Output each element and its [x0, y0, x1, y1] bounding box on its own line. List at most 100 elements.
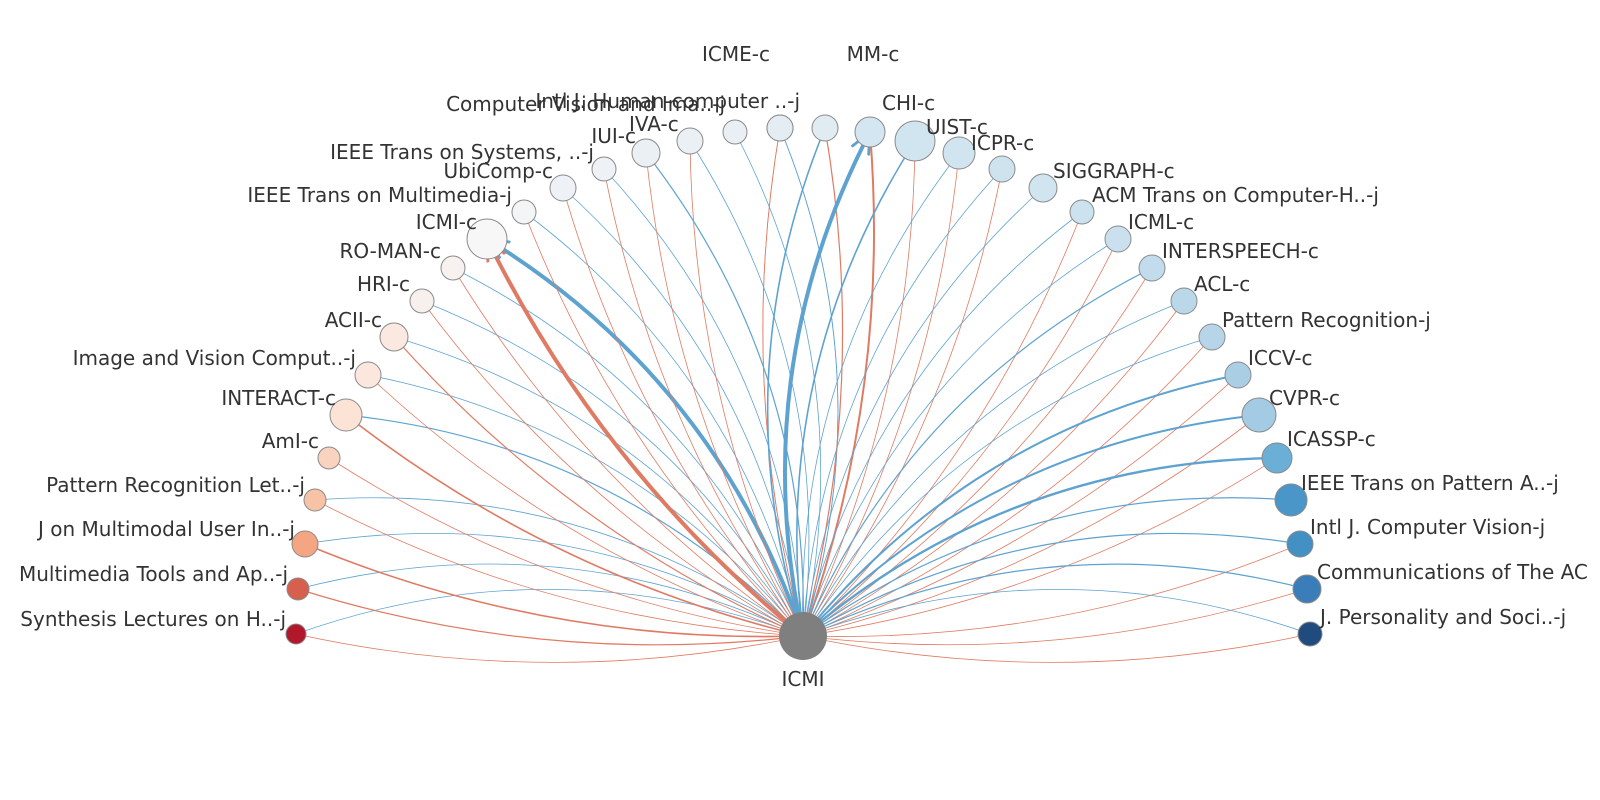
- venue-node-circle[interactable]: [1028, 173, 1058, 203]
- edge-cited-32: [802, 458, 1277, 637]
- venue-node-circle[interactable]: [409, 288, 435, 314]
- venue-node-circle[interactable]: [511, 199, 537, 225]
- venue-node-4[interactable]: AmI-c: [262, 429, 341, 470]
- venue-node-circle[interactable]: [354, 361, 382, 389]
- venue-node-circle[interactable]: [1297, 621, 1323, 647]
- venue-node-circle[interactable]: [942, 136, 976, 170]
- edge-cited-2: [305, 533, 804, 637]
- venue-node-circle[interactable]: [317, 446, 341, 470]
- venue-node-label: IEEE Trans on Pattern A..-j: [1301, 471, 1559, 495]
- venue-node-7[interactable]: ACII-c: [325, 308, 409, 352]
- venue-node-36[interactable]: J. Personality and Soci..-j: [1297, 605, 1566, 647]
- venue-node-13[interactable]: IEEE Trans on Systems, ..-j: [330, 140, 617, 182]
- venue-node-11[interactable]: IEEE Trans on Multimedia-j: [247, 183, 537, 225]
- venue-node-circle[interactable]: [549, 174, 577, 202]
- venue-node-29[interactable]: Pattern Recognition-j: [1198, 308, 1431, 351]
- venue-node-24[interactable]: SIGGRAPH-c: [1028, 159, 1175, 203]
- venue-node-10[interactable]: ICMI-c: [416, 210, 508, 260]
- venue-node-8[interactable]: HRI-c: [357, 272, 435, 314]
- venue-node-circle[interactable]: [722, 119, 748, 145]
- venue-node-26[interactable]: ICML-c: [1104, 210, 1194, 253]
- center-node-label: ICMI: [781, 667, 824, 691]
- venue-node-circle[interactable]: [676, 127, 704, 155]
- venue-node-35[interactable]: Communications of The AC: [1292, 560, 1588, 604]
- venue-node-circle[interactable]: [329, 398, 363, 432]
- venue-node-15[interactable]: IVA-c: [629, 112, 704, 155]
- venue-node-1[interactable]: Multimedia Tools and Ap..-j: [19, 562, 310, 601]
- edge-citing-11: [524, 212, 804, 637]
- venue-node-label: ICMI-c: [416, 210, 477, 234]
- venue-node-label: ICASSP-c: [1287, 427, 1376, 451]
- edge-citing-20: [802, 132, 874, 637]
- venue-node-circle[interactable]: [591, 156, 617, 182]
- venue-node-circle[interactable]: [1104, 225, 1132, 253]
- venue-node-circle[interactable]: [440, 255, 466, 281]
- venue-node-circle[interactable]: [1069, 199, 1095, 225]
- edge-cited-31: [802, 415, 1259, 637]
- venue-node-22[interactable]: UIST-c: [926, 115, 988, 170]
- edge-citing-10: [485, 239, 805, 638]
- venue-node-circle[interactable]: [286, 577, 310, 601]
- venue-node-21[interactable]: CHI-c: [882, 91, 936, 162]
- venue-node-5[interactable]: INTERACT-c: [221, 386, 363, 432]
- venue-node-18[interactable]: Intl J. Human-computer ..-j: [535, 89, 800, 142]
- edge-citing-19: [802, 128, 844, 637]
- edge-cited-7: [394, 337, 804, 637]
- venue-node-circle[interactable]: [988, 155, 1016, 183]
- venue-node-circle[interactable]: [1286, 530, 1314, 558]
- venue-node-9[interactable]: RO-MAN-c: [339, 239, 466, 281]
- venue-node-20[interactable]: MM-c: [847, 42, 900, 148]
- center-node[interactable]: [779, 612, 827, 660]
- venue-node-3[interactable]: Pattern Recognition Let..-j: [46, 473, 327, 512]
- edge-cited-33: [802, 498, 1291, 637]
- venue-node-0[interactable]: Synthesis Lectures on H..-j: [20, 607, 307, 645]
- edge-cited-23: [802, 169, 1002, 637]
- venue-node-circle[interactable]: [1224, 361, 1252, 389]
- venue-node-23[interactable]: ICPR-c: [971, 131, 1034, 183]
- venue-node-circle[interactable]: [1138, 254, 1166, 282]
- venue-node-33[interactable]: IEEE Trans on Pattern A..-j: [1274, 471, 1559, 517]
- edge-cited-25: [802, 212, 1082, 637]
- venue-node-32[interactable]: ICASSP-c: [1261, 427, 1376, 474]
- venue-node-circle[interactable]: [379, 322, 409, 352]
- venue-node-circle[interactable]: [894, 120, 936, 162]
- edge-citing-36: [802, 634, 1310, 663]
- edge-cited-34: [802, 532, 1300, 637]
- edge-citing-1: [298, 589, 804, 646]
- venue-node-circle[interactable]: [1241, 397, 1277, 433]
- venue-node-label: MM-c: [847, 42, 900, 66]
- venue-node-28[interactable]: ACL-c: [1170, 272, 1250, 315]
- edge-citing-9: [453, 268, 804, 637]
- venue-node-16[interactable]: Computer Vision and Ima..-j: [446, 92, 748, 145]
- venue-node-2[interactable]: J on Multimodal User In..-j: [36, 517, 319, 558]
- venue-node-25[interactable]: ACM Trans on Computer-H..-j: [1069, 183, 1379, 225]
- venue-node-30[interactable]: ICCV-c: [1224, 346, 1313, 389]
- venue-node-circle[interactable]: [285, 623, 307, 645]
- venue-node-circle[interactable]: [766, 114, 794, 142]
- venue-node-6[interactable]: Image and Vision Comput..-j: [73, 346, 382, 389]
- venue-node-label: SIGGRAPH-c: [1053, 159, 1175, 183]
- venue-node-circle[interactable]: [1292, 574, 1322, 604]
- venue-node-circle[interactable]: [854, 116, 886, 148]
- venue-node-34[interactable]: Intl J. Computer Vision-j: [1286, 515, 1545, 558]
- venue-node-circle[interactable]: [1261, 442, 1293, 474]
- venue-node-14[interactable]: IUI-c: [591, 124, 661, 168]
- venue-node-circle[interactable]: [303, 488, 327, 512]
- venue-node-circle[interactable]: [291, 530, 319, 558]
- venue-node-circle[interactable]: [1274, 483, 1308, 517]
- venue-node-circle[interactable]: [631, 138, 661, 168]
- venue-node-circle[interactable]: [1198, 323, 1226, 351]
- venue-node-circle[interactable]: [1170, 287, 1198, 315]
- venue-node-circle[interactable]: [466, 218, 508, 260]
- venue-node-label: RO-MAN-c: [339, 239, 441, 263]
- venue-node-31[interactable]: CVPR-c: [1241, 386, 1340, 433]
- edge-cited-28: [802, 301, 1184, 637]
- edge-citing-21: [802, 141, 915, 637]
- venue-node-27[interactable]: INTERSPEECH-c: [1138, 239, 1319, 282]
- venue-node-label: ICME-c: [702, 42, 770, 66]
- venue-node-label: Synthesis Lectures on H..-j: [20, 607, 286, 631]
- venue-node-circle[interactable]: [811, 114, 839, 142]
- venue-node-19[interactable]: ICME-c: [702, 42, 839, 142]
- edge-cited-20: [783, 132, 872, 637]
- venue-node-12[interactable]: UbiComp-c: [444, 159, 577, 202]
